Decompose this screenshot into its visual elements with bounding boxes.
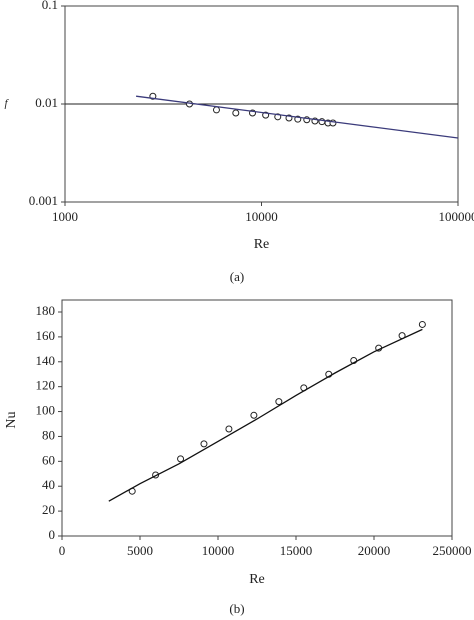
data-point xyxy=(250,411,258,419)
x-tick-label: 10000 xyxy=(202,543,235,558)
data-point xyxy=(232,109,240,117)
x-axis-label: Re xyxy=(254,237,270,252)
y-axis-label: Nu xyxy=(4,411,19,428)
y-tick-label: 80 xyxy=(42,427,55,442)
y-tick-label: 0.1 xyxy=(42,0,58,12)
fit-line xyxy=(108,328,423,502)
x-tick-label: 100000 xyxy=(439,209,474,224)
data-point xyxy=(200,440,208,448)
caption: (b) xyxy=(229,601,244,616)
data-point xyxy=(275,398,283,406)
plot-frame xyxy=(61,299,453,537)
caption: (a) xyxy=(230,269,244,284)
data-point xyxy=(225,425,233,433)
y-tick-label: 0.001 xyxy=(29,193,58,208)
y-tick-label: 20 xyxy=(42,502,55,517)
x-tick-label: 20000 xyxy=(358,543,391,558)
x-tick-label: 5000 xyxy=(127,543,153,558)
x-tick-label: 1000 xyxy=(52,209,78,224)
x-tick-label: 0 xyxy=(59,543,66,558)
y-tick-label: 100 xyxy=(36,403,56,418)
y-tick-label: 180 xyxy=(36,303,56,318)
fit-line xyxy=(136,95,459,139)
data-point xyxy=(418,320,426,328)
y-tick-label: 60 xyxy=(42,452,55,467)
data-point xyxy=(212,106,220,114)
y-tick-label: 140 xyxy=(36,353,56,368)
y-tick-label: 160 xyxy=(36,328,56,343)
x-tick-label: 10000 xyxy=(245,209,278,224)
y-tick-label: 40 xyxy=(42,477,55,492)
y-tick-label: 0.01 xyxy=(35,95,58,110)
y-axis-label: f xyxy=(4,98,9,110)
x-tick-label: 15000 xyxy=(280,543,313,558)
y-tick-label: 0 xyxy=(49,527,56,542)
x-axis-label: Re xyxy=(249,572,265,587)
data-point xyxy=(177,455,185,463)
x-tick-label: 250000 xyxy=(433,543,472,558)
y-tick-label: 120 xyxy=(36,378,56,393)
